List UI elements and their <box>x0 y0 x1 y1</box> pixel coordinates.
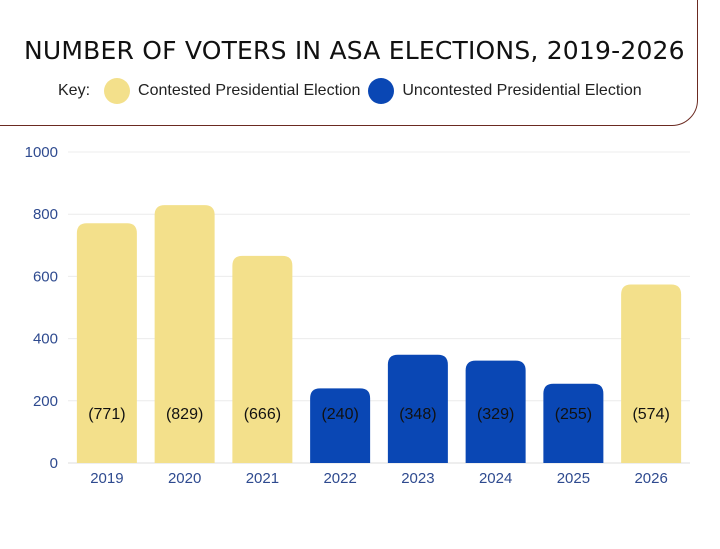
legend-swatch-contested <box>104 78 131 104</box>
x-tick-label: 2026 <box>634 470 667 487</box>
data-label: (329) <box>477 406 514 423</box>
bar-2021 <box>232 255 293 463</box>
legend-label-uncontested: Uncontested Presidential Election <box>402 82 642 99</box>
x-tick-label: 2024 <box>479 470 512 487</box>
y-tick-label: 0 <box>50 455 58 472</box>
bar-2025 <box>543 383 604 463</box>
y-tick-label: 600 <box>33 268 58 285</box>
y-tick-label: 1000 <box>25 144 58 161</box>
legend-label-contested: Contested Presidential Election <box>138 82 361 99</box>
x-tick-label: 2019 <box>90 470 123 487</box>
header-box <box>0 0 698 126</box>
bar-2026 <box>621 284 682 463</box>
x-tick-label: 2025 <box>557 470 590 487</box>
x-tick-label: 2022 <box>323 470 356 487</box>
legend-key-label: Key: <box>58 82 91 99</box>
data-label: (771) <box>88 406 125 423</box>
y-tick-label: 400 <box>33 331 58 348</box>
data-label: (255) <box>555 406 592 423</box>
x-tick-label: 2020 <box>168 470 201 487</box>
data-label: (348) <box>399 406 436 423</box>
x-tick-label: 2021 <box>246 470 279 487</box>
bar-2022 <box>310 388 371 463</box>
legend-swatch-uncontested <box>368 78 395 104</box>
data-label: (666) <box>244 406 281 423</box>
bar-2019 <box>76 223 137 463</box>
data-label: (240) <box>321 406 358 423</box>
x-tick-label: 2023 <box>401 470 434 487</box>
data-label: (829) <box>166 406 203 423</box>
y-tick-label: 800 <box>33 206 58 223</box>
bar-2020 <box>154 205 215 463</box>
y-tick-label: 200 <box>33 393 58 410</box>
legend: Key: Contested Presidential Election Unc… <box>58 77 650 105</box>
chart-title: NUMBER OF VOTERS IN ASA ELECTIONS, 2019-… <box>24 36 685 65</box>
data-label: (574) <box>632 406 669 423</box>
bar-2023 <box>387 354 448 463</box>
bar-2024 <box>465 360 526 463</box>
